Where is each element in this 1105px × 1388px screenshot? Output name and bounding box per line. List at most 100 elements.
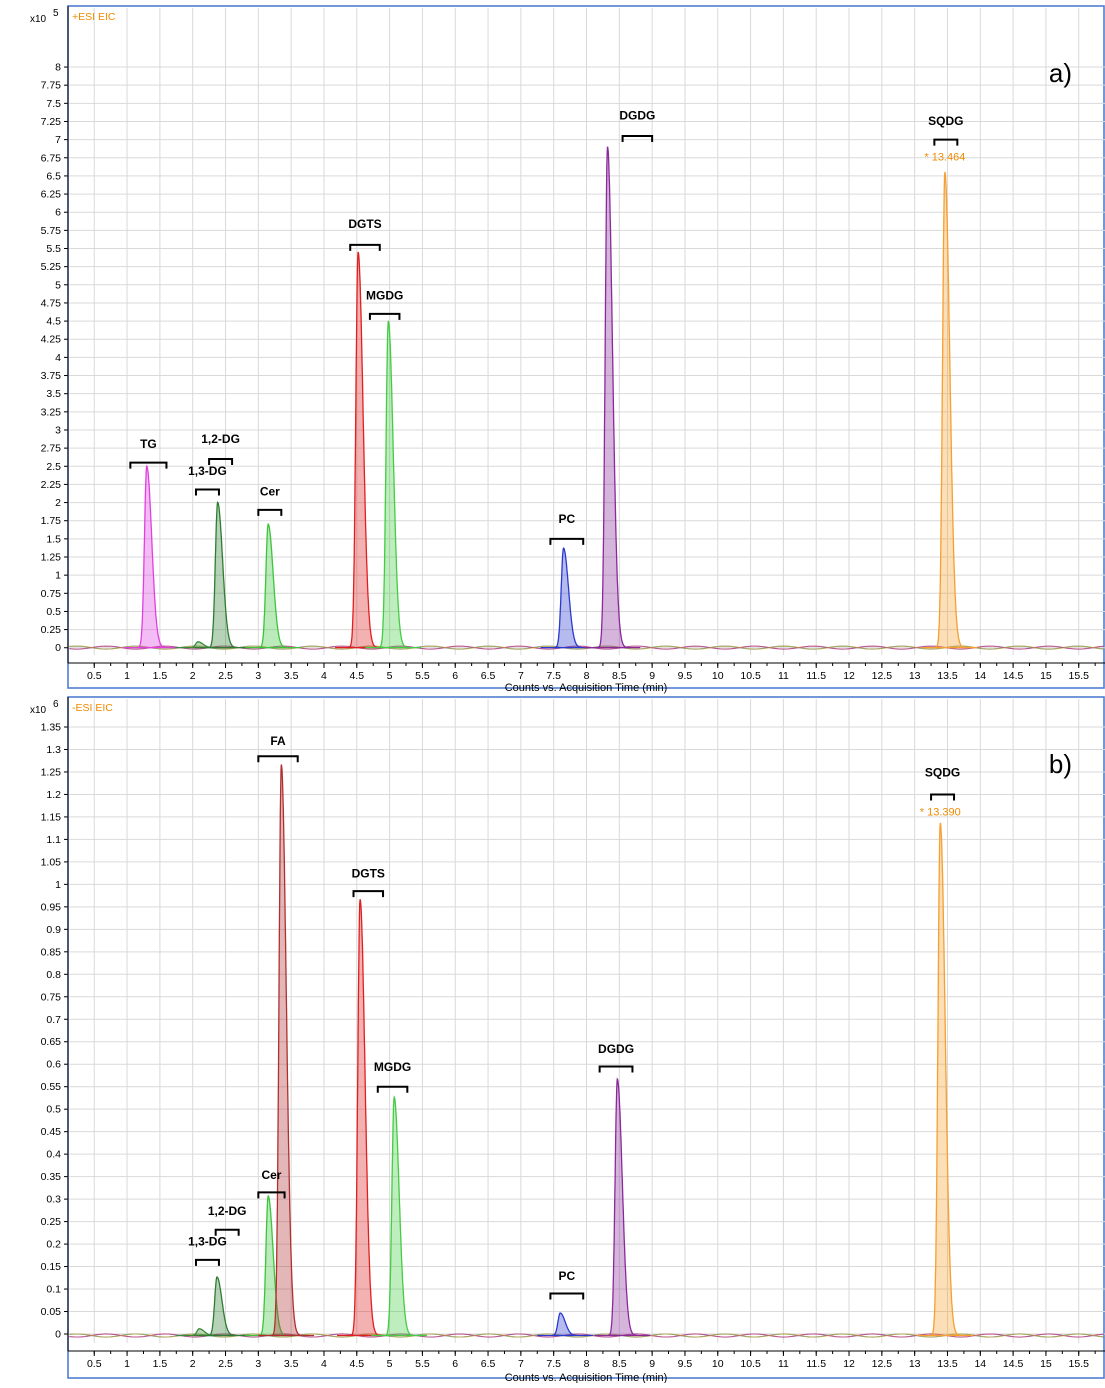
y-tick-label: 0.55 [41,1081,62,1093]
annotation-label: PC [558,1269,575,1283]
peak-pc [540,547,597,649]
x-tick-label: 14 [974,670,986,682]
x-tick-label: 1 [124,670,130,682]
annotation-bracket [598,1065,634,1073]
peak-dgts [337,899,393,1337]
peak-sqdg [921,171,978,649]
y-tick-label: 0.4 [46,1149,61,1161]
y-tick-label: 2.25 [41,479,62,491]
x-tick-label: 5.5 [415,670,430,682]
x-tick-label: 13.5 [937,1358,958,1370]
y-tick-label: 5.25 [41,261,62,273]
y-tick-label: 7.5 [46,98,61,110]
peak-cer [245,522,301,649]
y-tick-label: 2.75 [41,443,62,455]
x-tick-label: 9 [649,670,655,682]
y-tick-label: 0.9 [46,924,61,936]
peak-dgts [335,251,391,649]
x-tick-label: 10 [712,670,724,682]
peak-1-2-dg [194,501,251,649]
panel-label: a) [1049,58,1072,88]
x-tick-label: 1.5 [153,1358,168,1370]
y-tick-label: 0.2 [46,1239,61,1251]
annotation-bracket [933,138,959,146]
peak-mgdg [371,1095,427,1337]
y-tick-label: 0.3 [46,1194,61,1206]
y-tick-label: 0.35 [41,1171,62,1183]
x-tick-label: 2.5 [218,1358,233,1370]
y-tick-label: 1 [55,570,61,582]
y-scale-exponent: 6 [53,699,59,710]
x-tick-label: 4.5 [349,1358,364,1370]
y-tick-label: 7 [55,134,61,146]
x-tick-label: 0.5 [87,1358,102,1370]
ion-mode-label: -ESI EIC [72,702,113,714]
y-tick-label: 5.5 [46,243,61,255]
annotation-label: DGDG [598,1042,634,1056]
x-tick-label: 3 [255,670,261,682]
x-tick-label: 11 [778,1358,789,1370]
x-tick-label: 3.5 [284,1358,299,1370]
x-tick-label: 9.5 [678,1358,693,1370]
x-tick-label: 13.5 [937,670,958,682]
annotation-label: 1,2-DG [201,432,240,446]
y-tick-label: 0.1 [46,1284,61,1296]
x-tick-label: 5 [387,670,393,682]
x-tick-label: 5 [387,1358,393,1370]
annotation-bracket [257,1191,286,1199]
x-tick-label: 4 [321,1358,327,1370]
x-tick-label: 6.5 [481,1358,496,1370]
x-tick-label: 11.5 [806,670,826,682]
annotation-label: SQDG [928,114,963,128]
y-tick-label: 0.05 [41,1306,62,1318]
x-tick-label: 10 [712,1358,724,1370]
y-tick-label: 1.2 [46,789,61,801]
y-tick-label: 1 [55,879,61,891]
x-tick-label: 13 [909,1358,921,1370]
annotation-label: TG [140,437,157,451]
y-tick-label: 1.3 [46,744,61,756]
y-tick-label: 3.25 [41,406,62,418]
annotation-label: DGDG [619,108,655,122]
y-tick-label: 5.75 [41,225,62,237]
x-tick-label: 3 [255,1358,261,1370]
x-tick-label: 14.5 [1003,670,1024,682]
y-tick-label: 1.1 [46,834,61,846]
x-tick-label: 8.5 [612,1358,627,1370]
x-tick-label: 13 [909,670,921,682]
y-tick-label: 7.25 [41,116,62,128]
x-tick-label: 12 [843,670,855,682]
y-tick-label: 2 [55,497,61,509]
x-tick-label: 14 [974,1358,986,1370]
y-tick-label: 1.5 [46,533,61,545]
y-scale-exponent: 5 [53,8,59,19]
x-tick-label: 3.5 [284,670,299,682]
x-tick-label: 12.5 [872,1358,893,1370]
x-tick-label: 8 [584,670,590,682]
y-tick-label: 0.15 [41,1261,62,1273]
y-tick-label: 5 [55,279,61,291]
y-tick-label: 1.15 [41,811,62,823]
y-tick-label: 3.75 [41,370,62,382]
annotation-bracket [257,755,299,763]
y-tick-label: 4.5 [46,316,61,328]
annotation-label: SQDG [925,765,960,779]
y-tick-label: 1.75 [41,515,62,527]
y-tick-label: 0 [55,1329,61,1341]
peak-sqdg [917,822,974,1337]
x-tick-label: 2.5 [218,670,233,682]
annotation-bracket [549,1292,585,1300]
y-tick-label: 0.85 [41,946,62,958]
x-tick-label: 10.5 [740,1358,761,1370]
retention-time-label: * 13.464 [924,152,965,164]
x-axis-title: Counts vs. Acquisition Time (min) [505,682,668,694]
annotation-bracket [352,890,385,898]
x-tick-label: 5.5 [415,1358,430,1370]
y-tick-label: 4.25 [41,334,62,346]
y-tick-label: 8 [55,62,61,74]
annotation-bracket [549,537,585,545]
x-tick-label: 2 [190,1358,196,1370]
y-tick-label: 0.8 [46,969,61,981]
x-tick-label: 15.5 [1069,670,1090,682]
